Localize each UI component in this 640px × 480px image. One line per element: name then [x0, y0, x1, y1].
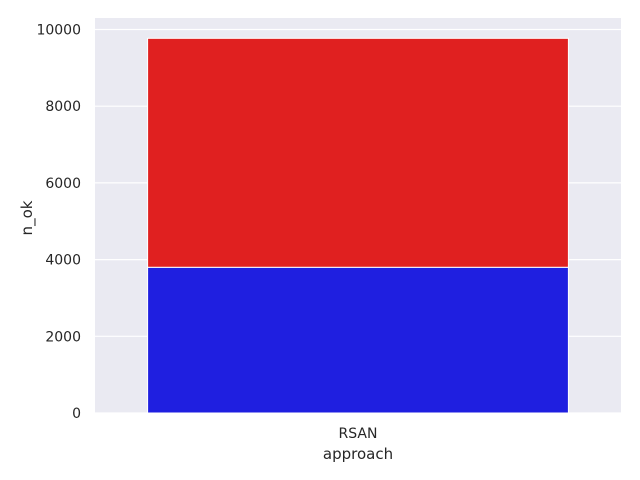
y-axis-label: n_ok [18, 200, 37, 235]
y-tick-label: 2000 [45, 329, 81, 345]
y-tick-label: 8000 [45, 99, 81, 115]
y-tick-label: 4000 [45, 253, 81, 269]
y-tick-label: 10000 [36, 23, 81, 39]
bars [147, 37, 569, 414]
x-axis-ticks: RSAN [339, 426, 378, 442]
y-axis-ticks: 0 2000 4000 6000 8000 10000 [36, 23, 81, 422]
y-tick-label: 0 [72, 406, 81, 422]
bar-segment-0 [147, 266, 569, 414]
y-tick-label: 6000 [45, 176, 81, 192]
bar-segment-1 [147, 37, 569, 268]
x-tick-label: RSAN [339, 426, 378, 442]
x-axis-label: approach [323, 445, 393, 463]
